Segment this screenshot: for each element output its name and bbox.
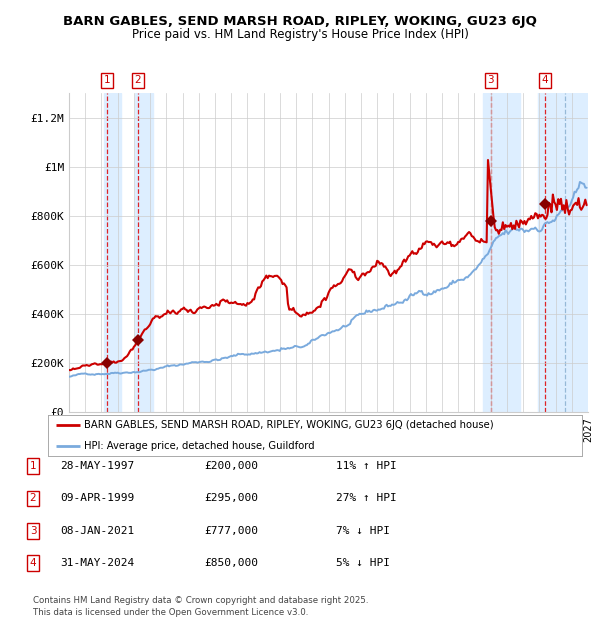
Text: BARN GABLES, SEND MARSH ROAD, RIPLEY, WOKING, GU23 6JQ: BARN GABLES, SEND MARSH ROAD, RIPLEY, WO… (63, 16, 537, 29)
Text: 31-MAY-2024: 31-MAY-2024 (60, 558, 134, 568)
Text: 2: 2 (134, 75, 141, 85)
Text: 28-MAY-1997: 28-MAY-1997 (60, 461, 134, 471)
Text: 4: 4 (29, 558, 37, 568)
Text: 2: 2 (29, 494, 37, 503)
Text: Contains HM Land Registry data © Crown copyright and database right 2025.
This d: Contains HM Land Registry data © Crown c… (33, 596, 368, 617)
Text: HPI: Average price, detached house, Guildford: HPI: Average price, detached house, Guil… (85, 441, 315, 451)
Bar (136, 93, 152, 412)
Text: 4: 4 (541, 75, 548, 85)
Text: 27% ↑ HPI: 27% ↑ HPI (336, 494, 397, 503)
Bar (482, 93, 520, 412)
Text: 5% ↓ HPI: 5% ↓ HPI (336, 558, 390, 568)
Text: 1: 1 (29, 461, 37, 471)
Text: £200,000: £200,000 (204, 461, 258, 471)
Text: 08-JAN-2021: 08-JAN-2021 (60, 526, 134, 536)
Text: 11% ↑ HPI: 11% ↑ HPI (336, 461, 397, 471)
Text: 09-APR-1999: 09-APR-1999 (60, 494, 134, 503)
Text: 3: 3 (487, 75, 494, 85)
Text: 7% ↓ HPI: 7% ↓ HPI (336, 526, 390, 536)
Bar (538, 93, 588, 412)
Text: 3: 3 (29, 526, 37, 536)
Text: Price paid vs. HM Land Registry's House Price Index (HPI): Price paid vs. HM Land Registry's House … (131, 28, 469, 41)
Text: £850,000: £850,000 (204, 558, 258, 568)
Bar (104, 93, 121, 412)
Text: 1: 1 (104, 75, 110, 85)
Text: £777,000: £777,000 (204, 526, 258, 536)
Text: BARN GABLES, SEND MARSH ROAD, RIPLEY, WOKING, GU23 6JQ (detached house): BARN GABLES, SEND MARSH ROAD, RIPLEY, WO… (85, 420, 494, 430)
Text: £295,000: £295,000 (204, 494, 258, 503)
